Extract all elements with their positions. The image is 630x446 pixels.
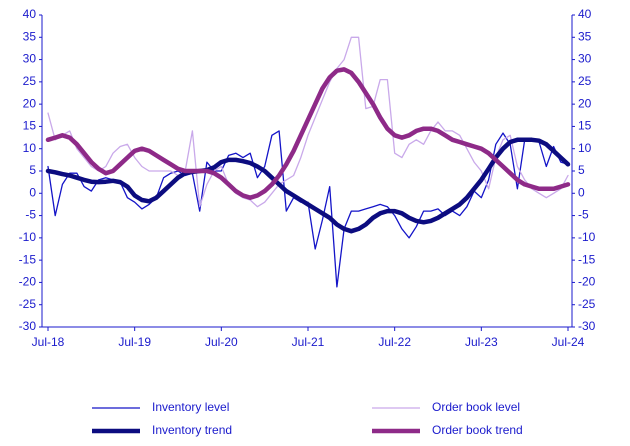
y-tick-label: 30 — [23, 52, 37, 66]
legend-label: Inventory level — [152, 400, 229, 414]
x-tick-label: Jul-24 — [552, 335, 585, 349]
y-tick-label: 35 — [23, 29, 37, 43]
y-tick-label: -20 — [19, 275, 37, 289]
y2-tick-label: -30 — [578, 319, 596, 333]
y2-tick-label: -15 — [578, 252, 596, 266]
x-tick-label: Jul-20 — [205, 335, 238, 349]
y2-tick-label: -10 — [578, 230, 596, 244]
x-tick-label: Jul-18 — [32, 335, 65, 349]
y-tick-label: 20 — [23, 96, 37, 110]
x-tick-label: Jul-22 — [378, 335, 411, 349]
y2-tick-label: 40 — [578, 7, 592, 21]
y-tick-label: -30 — [19, 319, 37, 333]
y-tick-label: 5 — [29, 163, 36, 177]
y-tick-label: -15 — [19, 252, 37, 266]
series-line — [45, 67, 571, 200]
y2-tick-label: 20 — [578, 96, 592, 110]
y-tick-label: 0 — [29, 185, 36, 199]
y-tick-label: -5 — [25, 208, 36, 222]
series-line — [45, 137, 571, 234]
x-tick-label: Jul-19 — [118, 335, 151, 349]
y2-tick-label: 10 — [578, 141, 592, 155]
x-tick-label: Jul-23 — [465, 335, 498, 349]
y-tick-label: -25 — [19, 297, 37, 311]
y2-tick-label: 30 — [578, 52, 592, 66]
y2-tick-label: 25 — [578, 74, 592, 88]
legend-label: Inventory trend — [152, 423, 232, 437]
y-tick-label: 10 — [23, 141, 37, 155]
series-line — [47, 36, 569, 208]
y2-tick-label: 15 — [578, 119, 592, 133]
y2-tick-label: -25 — [578, 297, 596, 311]
y-tick-label: 40 — [23, 7, 37, 21]
y-tick-label: 15 — [23, 119, 37, 133]
y2-tick-label: 35 — [578, 29, 592, 43]
x-tick-label: Jul-21 — [292, 335, 325, 349]
y-tick-label: -10 — [19, 230, 37, 244]
y2-tick-label: -20 — [578, 275, 596, 289]
y2-tick-label: 5 — [578, 163, 585, 177]
legend-label: Order book trend — [432, 423, 523, 437]
y2-tick-label: -5 — [578, 208, 589, 222]
y2-tick-label: 0 — [578, 185, 585, 199]
legend-label: Order book level — [432, 400, 520, 414]
y-tick-label: 25 — [23, 74, 37, 88]
